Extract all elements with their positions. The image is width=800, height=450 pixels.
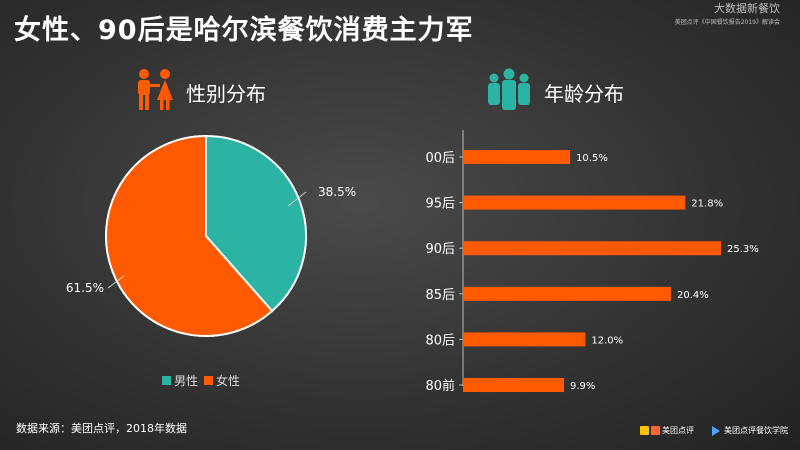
header-brand-line2: 美团点评《中国餐饮报告2019》解读会 [674, 19, 780, 26]
legend-swatch-male [162, 376, 171, 385]
bar [463, 195, 686, 210]
bar-category-label: 90后 [425, 242, 455, 257]
legend-label-male: 男性 [174, 374, 199, 388]
pie-leader-line-male [287, 191, 307, 207]
data-source-note: 数据来源：美团点评，2018年数据 [16, 422, 187, 435]
bar [463, 332, 586, 347]
bar-value-label: 9.9% [570, 381, 595, 392]
bar-value-label: 25.3% [727, 244, 759, 255]
footer-logo1-text: 美团点评 [662, 426, 694, 435]
bar [463, 150, 571, 164]
footer-logo2-text: 美团点评餐饮学院 [724, 426, 788, 435]
gender-section-header: 性别分布 [132, 68, 266, 116]
couple-icon [132, 68, 178, 116]
pie-label-male: 38.5% [318, 185, 356, 199]
bar-category-label: 00后 [425, 151, 455, 166]
legend-item-female: 女性 [204, 372, 240, 389]
pie-leader-line-female [107, 275, 125, 289]
bar-category-label: 80前 [425, 378, 455, 394]
bar-category-label: 85后 [425, 288, 455, 303]
bar [463, 286, 672, 301]
age-section-header: 年龄分布 [482, 68, 624, 116]
pie-slice-female [105, 134, 274, 337]
header-brand-line1: 大数据新餐饮 [714, 2, 780, 15]
academy-logo-icon [712, 425, 720, 436]
pie-legend: 男性 女性 [162, 372, 246, 389]
legend-label-female: 女性 [216, 374, 241, 388]
bar-category-label: 95后 [425, 197, 455, 212]
pie-label-female: 61.5% [66, 281, 104, 295]
age-section-label: 年龄分布 [544, 81, 624, 106]
page-title: 女性、90后是哈尔滨餐饮消费主力军 [14, 15, 474, 46]
bar-category-label: 80后 [425, 333, 455, 348]
bar-value-label: 21.8% [691, 199, 723, 210]
legend-swatch-female [204, 376, 214, 385]
meituan-logo-icon [640, 426, 649, 435]
bar [463, 378, 564, 392]
bar-value-label: 12.0% [591, 335, 623, 346]
header-branding: 大数据新餐饮 美团点评《中国餐饮报告2019》解读会 [675, 0, 780, 26]
footer-logos: 美团点评 美团点评餐饮学院 [640, 425, 788, 436]
pie-slice-male [205, 134, 307, 313]
gender-section-label: 性别分布 [186, 81, 266, 106]
bar [463, 241, 721, 256]
legend-item-male: 男性 [162, 372, 198, 389]
bar-value-label: 10.5% [576, 153, 608, 164]
dianping-logo-icon [651, 426, 660, 435]
bar-value-label: 20.4% [677, 290, 709, 301]
group-icon [482, 68, 536, 116]
